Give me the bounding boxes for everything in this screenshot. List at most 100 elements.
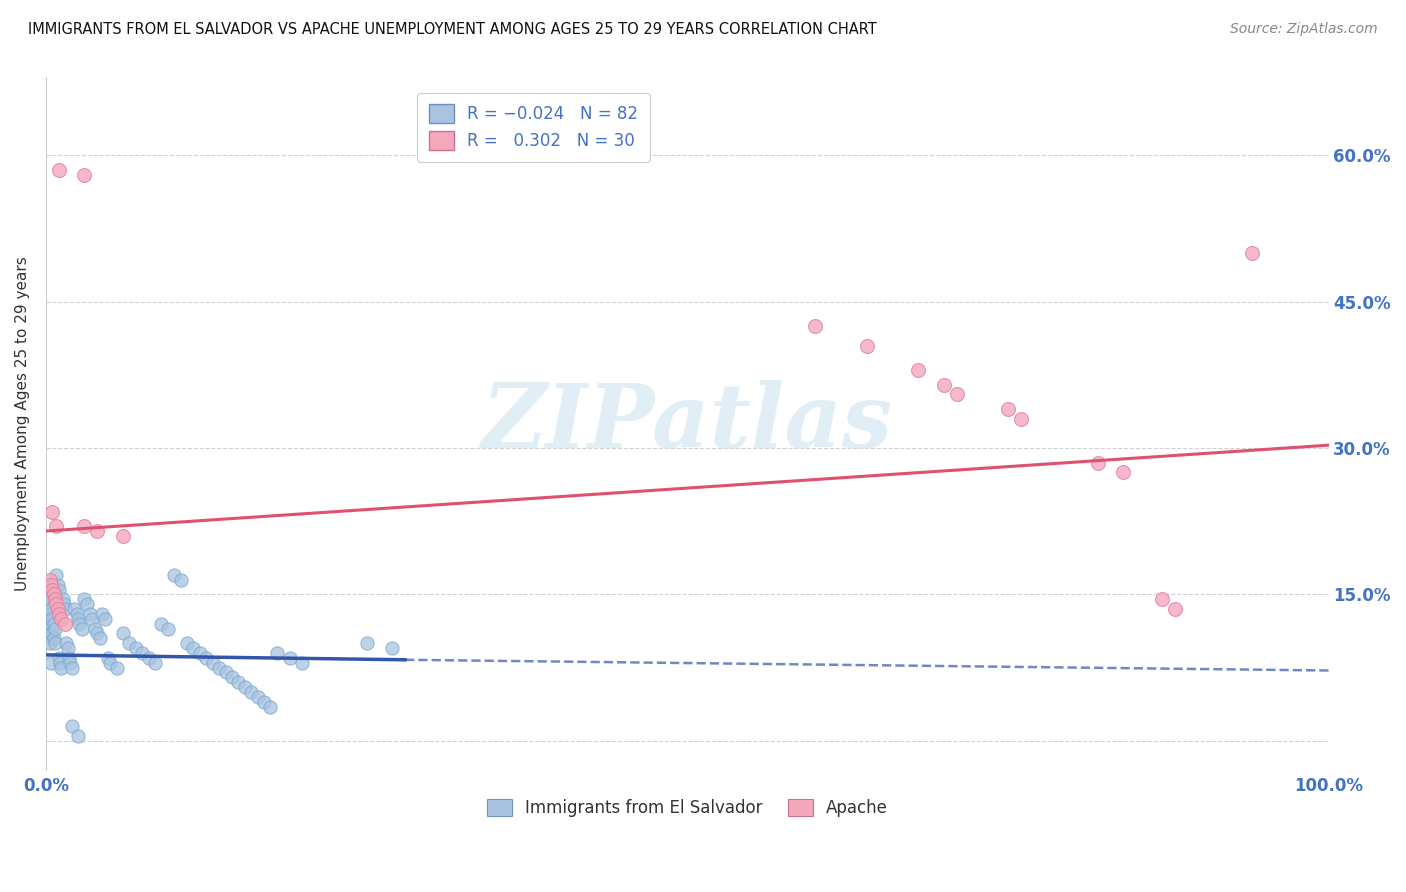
Point [176,636,198,650]
Point [66,607,89,621]
Legend: Immigrants from El Salvador, Apache: Immigrants from El Salvador, Apache [479,792,894,824]
Text: ZIPatlas: ZIPatlas [482,381,893,467]
Point [131,646,153,660]
Point [38,612,60,626]
Point [804,319,827,334]
Point [52,597,75,611]
Point [37,577,59,591]
Point [82,612,104,626]
Point [39,602,62,616]
Point [246,690,269,704]
Point [240,685,263,699]
Point [86,626,108,640]
Point [38,622,60,636]
Point [48,607,70,621]
Point [38,597,60,611]
Point [253,695,276,709]
Point [259,699,281,714]
Point [79,607,101,621]
Point [45,597,67,611]
Point [73,168,96,182]
Point [60,719,83,733]
Point [138,650,160,665]
Point [39,616,62,631]
Point [37,592,59,607]
Point [111,626,134,640]
Point [143,656,166,670]
Point [105,660,128,674]
Point [76,597,98,611]
Point [38,607,60,621]
Point [56,641,79,656]
Point [45,519,67,533]
Point [48,163,70,178]
Point [118,636,141,650]
Point [932,377,955,392]
Point [44,622,66,636]
Point [55,636,77,650]
Point [1087,456,1109,470]
Point [58,650,80,665]
Point [1010,412,1032,426]
Point [188,646,211,660]
Point [94,612,117,626]
Point [945,387,967,401]
Point [356,636,378,650]
Point [1163,602,1185,616]
Point [38,573,60,587]
Point [156,622,179,636]
Point [39,656,62,670]
Point [42,632,65,646]
Point [41,612,63,626]
Point [89,632,111,646]
Point [41,504,63,518]
Point [195,650,218,665]
Y-axis label: Unemployment Among Ages 25 to 29 years: Unemployment Among Ages 25 to 29 years [15,256,30,591]
Point [96,650,118,665]
Point [67,612,90,626]
Point [125,641,148,656]
Point [208,660,231,674]
Point [1112,466,1135,480]
Point [42,587,65,601]
Point [907,363,929,377]
Point [91,607,114,621]
Point [38,632,60,646]
Point [855,339,877,353]
Point [59,656,82,670]
Point [73,592,96,607]
Point [266,646,288,660]
Point [169,573,191,587]
Point [228,675,250,690]
Point [41,626,63,640]
Point [381,641,404,656]
Point [1150,592,1173,607]
Point [41,582,63,597]
Point [67,616,90,631]
Point [291,656,314,670]
Point [111,529,134,543]
Point [46,577,69,591]
Point [48,582,70,597]
Point [214,665,236,680]
Point [42,616,65,631]
Point [1240,246,1263,260]
Point [278,650,301,665]
Point [38,582,60,597]
Text: IMMIGRANTS FROM EL SALVADOR VS APACHE UNEMPLOYMENT AMONG AGES 25 TO 29 YEARS COR: IMMIGRANTS FROM EL SALVADOR VS APACHE UN… [28,22,877,37]
Point [49,656,72,670]
Point [73,519,96,533]
Point [63,602,86,616]
Point [70,622,93,636]
Point [67,729,90,743]
Point [53,616,76,631]
Point [53,602,76,616]
Point [997,402,1019,417]
Point [201,656,224,670]
Point [150,616,173,631]
Point [37,607,59,621]
Point [44,636,66,650]
Point [83,622,105,636]
Point [163,568,186,582]
Point [37,622,59,636]
